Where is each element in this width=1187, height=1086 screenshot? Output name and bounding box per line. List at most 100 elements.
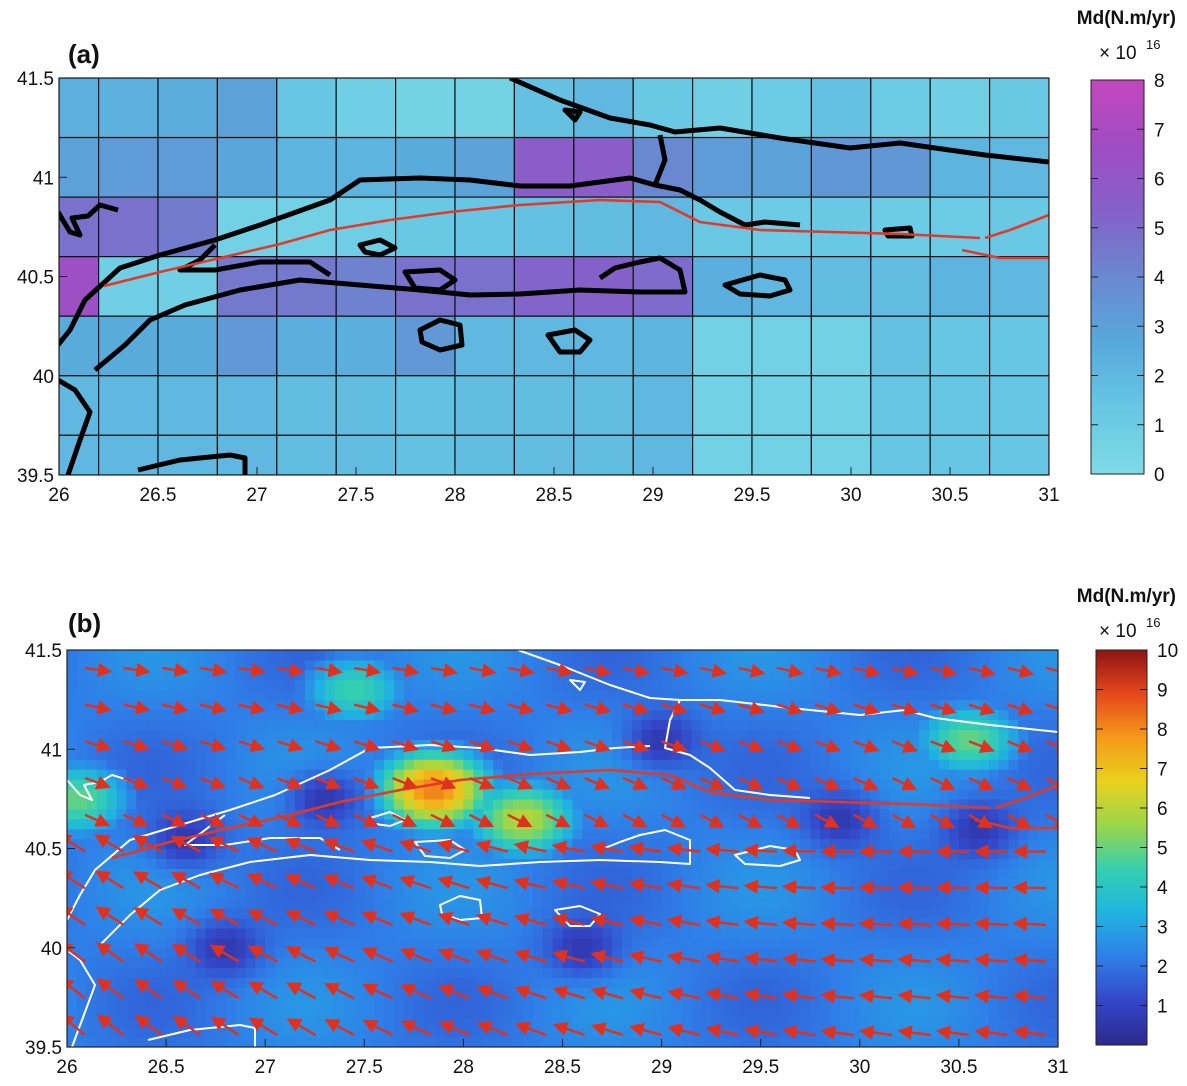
- field-cell: [394, 759, 405, 770]
- field-cell: [889, 997, 901, 1008]
- field-cell: [146, 798, 157, 810]
- field-cell: [542, 878, 554, 889]
- field-cell: [760, 739, 772, 750]
- field-cell: [195, 937, 207, 949]
- field-cell: [245, 848, 256, 860]
- y-tick-label: 40: [33, 367, 54, 388]
- field-cell: [76, 689, 88, 701]
- field-cell: [572, 977, 583, 989]
- field-cell: [760, 769, 772, 780]
- field-cell: [403, 679, 415, 691]
- velocity-arrow: [208, 836, 240, 853]
- panel-b-label: (b): [68, 608, 101, 638]
- field-cell: [958, 987, 970, 998]
- field-cell: [641, 977, 653, 989]
- field-cell: [384, 659, 395, 671]
- field-cell: [889, 927, 901, 939]
- field-cell: [958, 798, 970, 810]
- field-cell: [572, 759, 583, 770]
- field-cell: [294, 788, 306, 800]
- grid-cell: [157, 315, 219, 377]
- field-cell: [859, 769, 871, 780]
- field-cell: [532, 908, 544, 919]
- field-cell: [740, 878, 752, 889]
- field-cell: [265, 818, 276, 830]
- field-cell: [998, 937, 1010, 949]
- field-cell: [1028, 739, 1039, 750]
- velocity-arrow: [200, 662, 228, 678]
- field-cell: [730, 908, 742, 919]
- velocity-arrow: [776, 701, 804, 716]
- field-cell: [651, 977, 663, 989]
- field-cell: [592, 977, 603, 989]
- field-cell: [314, 967, 326, 979]
- field-cell: [968, 788, 980, 800]
- field-cell: [889, 769, 901, 780]
- field-cell: [76, 1037, 88, 1047]
- field-cell: [205, 898, 217, 909]
- field-cell: [572, 1037, 583, 1047]
- field-cell: [572, 779, 583, 790]
- field-cell: [859, 868, 871, 879]
- field-cell: [413, 977, 425, 989]
- field-cell: [344, 888, 355, 899]
- velocity-arrow: [820, 989, 854, 1004]
- field-cell: [661, 977, 673, 989]
- field-cell: [552, 957, 564, 969]
- velocity-arrow: [438, 984, 470, 1000]
- field-cell: [681, 927, 692, 939]
- field-cell: [136, 689, 147, 701]
- field-cell: [394, 957, 405, 969]
- field-cell: [364, 769, 375, 780]
- field-cell: [691, 1007, 702, 1018]
- field-cell: [67, 848, 78, 860]
- field-cell: [522, 788, 534, 800]
- field-cell: [859, 967, 871, 979]
- field-cell: [1028, 947, 1039, 959]
- field-cell: [532, 937, 544, 949]
- field-cell: [166, 828, 177, 840]
- field-cell: [463, 739, 474, 750]
- field-cell: [711, 1037, 722, 1047]
- field-cell: [463, 1037, 474, 1047]
- field-cell: [612, 798, 623, 810]
- field-cell: [245, 749, 256, 760]
- field-cell: [453, 818, 464, 830]
- field-cell: [255, 679, 266, 691]
- field-cell: [671, 898, 683, 909]
- field-cell: [235, 967, 246, 979]
- field-cell: [839, 957, 851, 969]
- field-cell: [572, 967, 583, 979]
- field-cell: [612, 669, 623, 681]
- field-cell: [721, 838, 732, 850]
- field-cell: [116, 878, 128, 889]
- field-cell: [869, 650, 881, 661]
- field-cell: [998, 689, 1010, 701]
- field-cell: [285, 917, 296, 929]
- field-cell: [750, 947, 762, 959]
- field-cell: [562, 868, 574, 879]
- velocity-arrow: [622, 701, 650, 716]
- field-cell: [106, 868, 118, 879]
- field-cell: [879, 888, 891, 899]
- field-cell: [929, 679, 940, 691]
- grid-cell: [751, 78, 813, 139]
- field-cell: [790, 788, 801, 800]
- field-cell: [483, 788, 494, 800]
- field-cell: [453, 808, 464, 820]
- velocity-arrow: [476, 984, 509, 1000]
- field-cell: [225, 659, 237, 671]
- field-cell: [978, 729, 990, 740]
- field-cell: [958, 898, 970, 909]
- field-cell: [275, 858, 286, 869]
- field-cell: [889, 828, 901, 840]
- field-cell: [621, 957, 633, 969]
- field-cell: [691, 818, 702, 830]
- field-cell: [86, 818, 98, 830]
- field-cell: [691, 798, 702, 810]
- field-cell: [968, 659, 980, 671]
- velocity-arrow: [545, 813, 571, 828]
- field-cell: [582, 878, 593, 889]
- field-cell: [612, 927, 623, 939]
- field-cell: [374, 908, 385, 919]
